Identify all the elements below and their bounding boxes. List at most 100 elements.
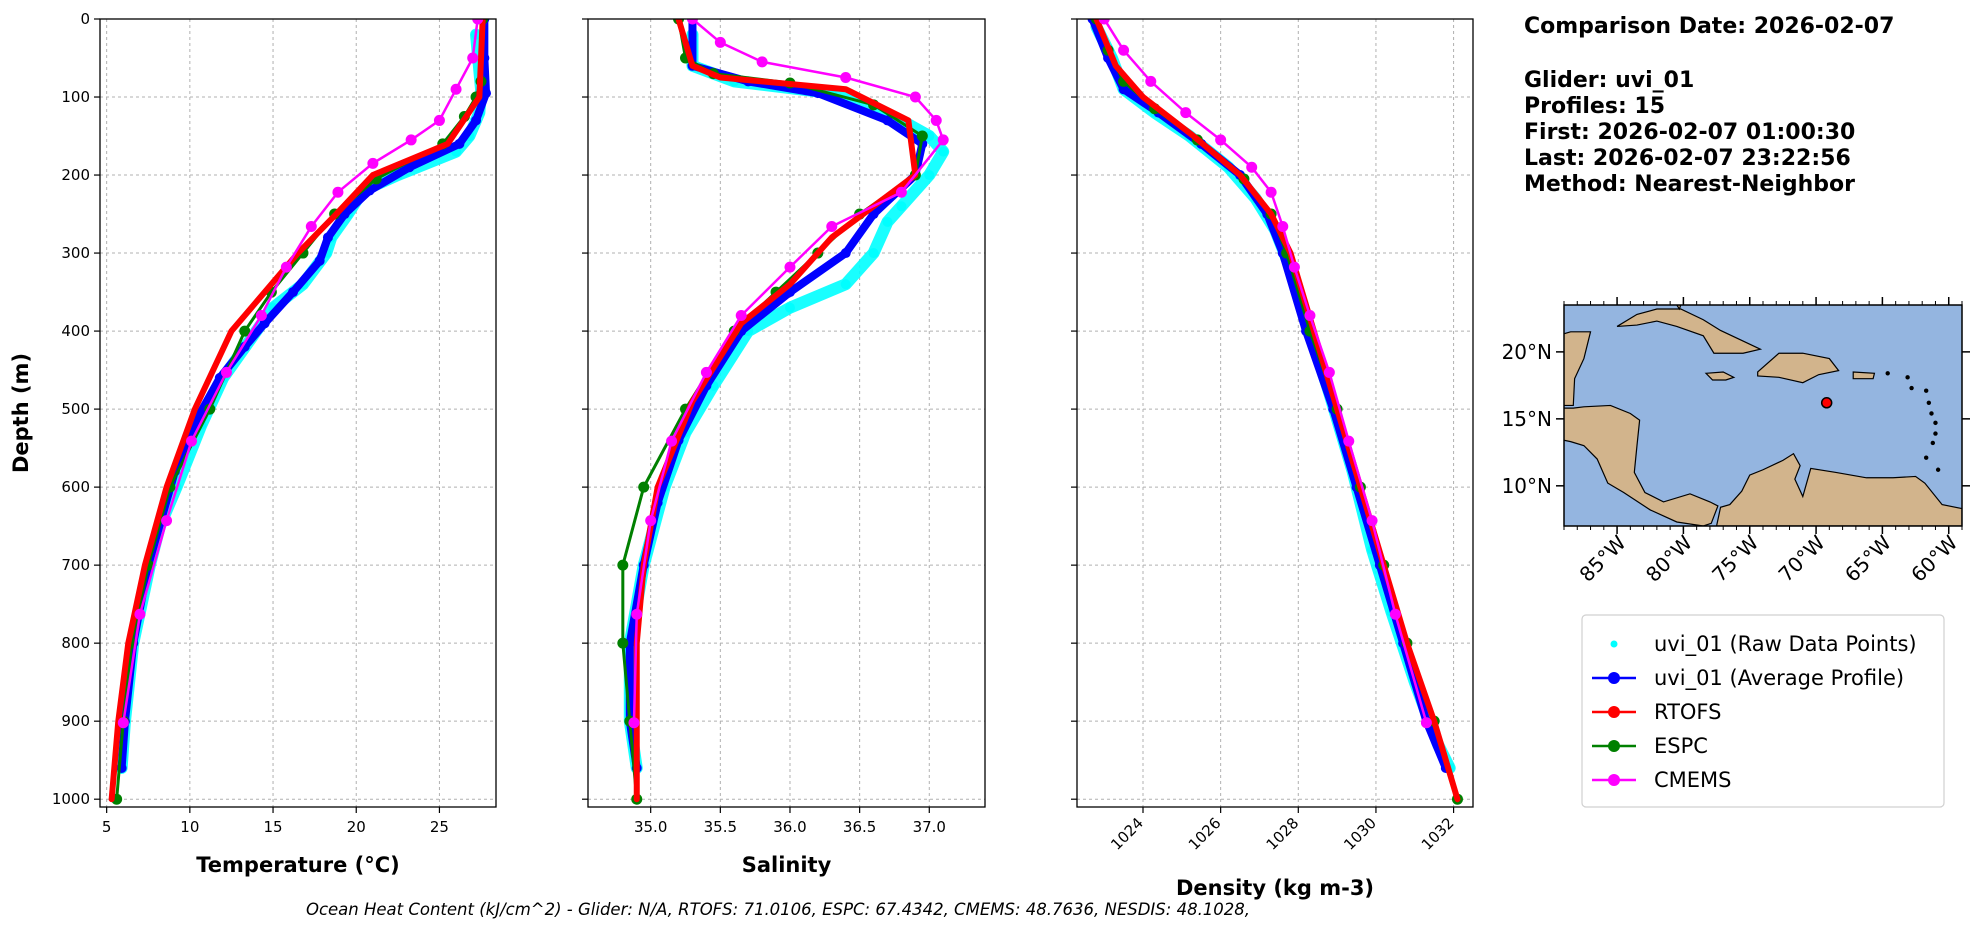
x-tick-label: 1024 xyxy=(1107,814,1147,854)
legend-item-cmems: CMEMS xyxy=(1592,768,1732,792)
y-tick-label: 700 xyxy=(61,556,90,574)
legend-item-raw: uvi_01 (Raw Data Points) xyxy=(1610,632,1917,657)
series-point-espc xyxy=(239,325,251,337)
series-point-cmems xyxy=(305,221,317,233)
map-y-tick-label: 20°N xyxy=(1502,340,1552,364)
series-point-cmems xyxy=(1246,161,1258,173)
data-layer xyxy=(617,19,950,805)
series-point-average xyxy=(314,255,325,266)
legend-box xyxy=(1581,614,1945,808)
comparison-date: Comparison Date: 2026-02-07 xyxy=(1524,14,1895,39)
series-point-espc xyxy=(617,637,629,649)
y-tick-label: 100 xyxy=(61,88,90,106)
jamaica xyxy=(1704,371,1736,381)
map-x-tick-label: 75°W xyxy=(1707,530,1763,586)
legend-label: CMEMS xyxy=(1654,768,1732,792)
panel-density: 1024 1026 1028 1030 1032 Density (kg m-3) xyxy=(1071,18,1474,900)
series-point-cmems xyxy=(1265,186,1277,198)
series-line-average xyxy=(625,19,927,772)
method: Method: Nearest-Neighbor xyxy=(1524,172,1855,197)
island-dot xyxy=(1933,431,1938,436)
raw-data-point xyxy=(896,201,907,212)
y-tick-label: 0 xyxy=(80,10,90,28)
series-line-cmems xyxy=(122,19,479,724)
central-america xyxy=(1564,404,1719,526)
series-point-cmems xyxy=(645,515,657,527)
data-layer xyxy=(1087,19,1463,805)
series-point-cmems xyxy=(909,91,921,103)
cuba xyxy=(1616,308,1763,354)
island-dot xyxy=(1926,400,1932,405)
series-point-cmems xyxy=(1323,366,1335,378)
island-dot xyxy=(1929,411,1934,416)
y-tick-label: 500 xyxy=(61,400,90,418)
series-point-cmems xyxy=(784,261,796,273)
x-tick-label: 36.5 xyxy=(843,818,876,836)
x-tick-label: 36.0 xyxy=(773,818,806,836)
series-point-cmems xyxy=(666,435,678,447)
series-point-cmems xyxy=(628,717,640,729)
raw-data-band xyxy=(115,28,488,774)
series-point-cmems xyxy=(433,114,445,126)
profile-count: Profiles: 15 xyxy=(1524,94,1666,119)
legend-marker xyxy=(1608,706,1620,718)
island-dot xyxy=(1909,385,1914,391)
first-time: First: 2026-02-07 01:00:30 xyxy=(1524,120,1856,145)
series-point-cmems xyxy=(255,309,267,321)
x-tick-label: 1028 xyxy=(1263,814,1303,854)
x-tick-label: 35.0 xyxy=(634,818,667,836)
series-point-espc xyxy=(916,130,928,142)
raw-data-point xyxy=(784,302,795,313)
legend-marker xyxy=(1608,774,1620,786)
legend: uvi_01 (Raw Data Points) uvi_01 (Average … xyxy=(1581,614,1945,808)
region-map: 85°W 80°W 75°W 70°W 65°W 60°W 20°N 15°N 10°N xyxy=(1502,297,1970,587)
series-point-espc xyxy=(617,559,629,571)
series-point-cmems xyxy=(1180,107,1192,119)
map-x-tick-label: 70°W xyxy=(1774,530,1830,586)
series-point-cmems xyxy=(1118,44,1130,56)
series-point-average xyxy=(481,88,492,99)
x-tick-label: 15 xyxy=(263,818,282,836)
series-line-average xyxy=(1088,19,1450,772)
bahamas xyxy=(1676,305,1682,311)
plot-frame xyxy=(587,18,986,808)
glider-name: Glider: uvi_01 xyxy=(1524,68,1695,93)
y-tick-label: 1000 xyxy=(52,790,90,808)
series-point-cmems xyxy=(1098,19,1110,25)
x-axis-label: Salinity xyxy=(742,853,832,877)
y-tick-label: 800 xyxy=(61,634,90,652)
x-axis-label: Density (kg m-3) xyxy=(1176,876,1374,900)
island-dot xyxy=(1923,388,1929,393)
island-dot xyxy=(1930,440,1936,446)
series-point-cmems xyxy=(714,36,726,48)
x-tick-label: 1026 xyxy=(1185,814,1225,854)
series-point-cmems xyxy=(450,83,462,95)
glider-position-marker xyxy=(1820,397,1833,409)
x-tick-label: 35.5 xyxy=(704,818,737,836)
series-point-cmems xyxy=(895,186,907,198)
raw-data-point xyxy=(868,248,879,259)
y-tick-label: 200 xyxy=(61,166,90,184)
series-point-cmems xyxy=(1288,261,1300,273)
panel-temperature: 5 10 15 20 25 0 100 200 300 400 500 600 700 800 900 100… xyxy=(9,10,497,877)
series-point-cmems xyxy=(186,435,198,447)
south-america xyxy=(1715,452,1962,526)
x-tick-label: 25 xyxy=(430,818,449,836)
x-axis-label: Temperature (°C) xyxy=(196,853,399,877)
map-y-tick-label: 15°N xyxy=(1502,407,1552,431)
island-dot xyxy=(1923,455,1929,460)
map-x-tick-label: 85°W xyxy=(1575,530,1631,586)
x-tick-label: 1032 xyxy=(1418,814,1458,854)
y-tick-label: 400 xyxy=(61,322,90,340)
series-line-rtofs xyxy=(108,19,486,803)
x-tick-label: 10 xyxy=(180,818,199,836)
series-point-cmems xyxy=(1420,717,1432,729)
raw-data-point xyxy=(840,279,851,290)
raw-data-point xyxy=(924,170,935,181)
series-point-cmems xyxy=(405,134,417,146)
series-point-cmems xyxy=(686,19,698,25)
ocean-heat-content-footer: Ocean Heat Content (kJ/cm^2) - Glider: N… xyxy=(305,900,1251,919)
map-x-tick-label: 60°W xyxy=(1906,530,1962,586)
series-point-cmems xyxy=(220,366,232,378)
